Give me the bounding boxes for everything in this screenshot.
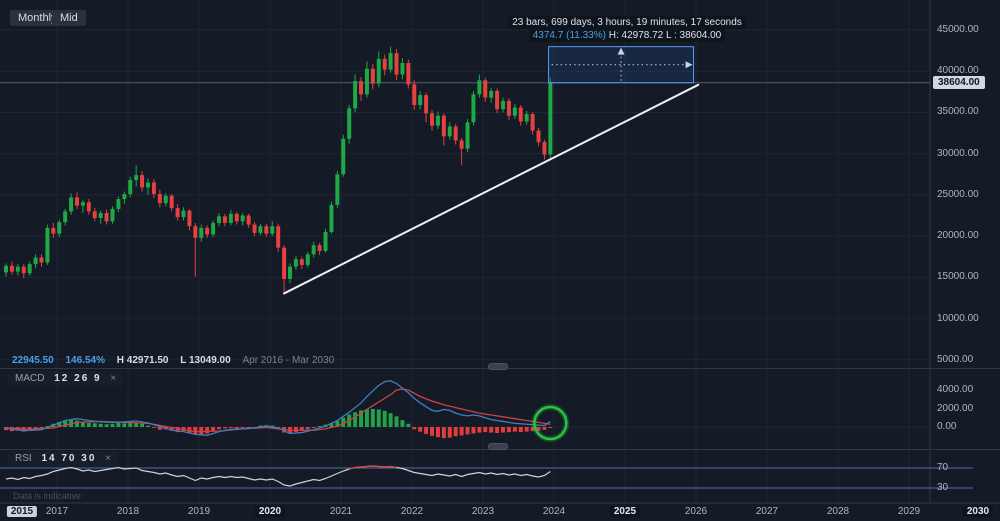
macd-name: MACD	[15, 373, 45, 384]
price-axis-label: 4000.00	[937, 384, 974, 395]
price-axis-label: 15000.00	[937, 271, 979, 283]
price-axis-label: 25000.00	[937, 188, 979, 200]
macd-pane-resize-handle[interactable]	[488, 363, 508, 370]
price-axis-label: 30	[937, 482, 949, 493]
price-axis-label: 45000.00	[937, 24, 979, 35]
time-axis-label: 2023	[471, 506, 495, 517]
measure-change-value: 4374.7 (11.33%)	[532, 30, 606, 41]
measure-tooltip: 23 bars, 699 days, 3 hours, 19 minutes, …	[492, 16, 762, 42]
rsi-indicator-label[interactable]: RSI 14 70 30 ×	[8, 451, 119, 466]
time-axis-label: 2028	[826, 506, 850, 517]
macd-indicator-label[interactable]: MACD 12 26 9 ×	[8, 371, 124, 386]
price-axis-label: 20000.00	[937, 230, 979, 242]
time-axis-label: 2026	[684, 506, 708, 517]
time-axis-label: 2017	[45, 506, 69, 517]
time-axis-label: 2029	[897, 506, 921, 517]
legend-value: 22945.50	[12, 355, 54, 366]
time-axis-label: 2021	[329, 506, 353, 517]
price-axis-label: 2000.00	[937, 402, 974, 414]
time-axis-label: 2018	[116, 506, 140, 517]
time-axis-label: 2027	[755, 506, 779, 517]
symbol-legend: 22945.50 146.54% H 42971.50 L 13049.00 A…	[12, 355, 343, 366]
legend-date-range: Apr 2016 - Mar 2030	[242, 355, 335, 366]
time-axis-label: 2030	[962, 506, 994, 517]
legend-change-pct: 146.54%	[65, 355, 105, 366]
price-axis-label: 70	[937, 462, 949, 473]
legend-high: H 42971.50	[116, 355, 169, 366]
time-axis-label: 2015	[6, 506, 38, 517]
measure-tooltip-duration: 23 bars, 699 days, 3 hours, 19 minutes, …	[508, 16, 746, 29]
last-price-label: 38604.00	[933, 75, 985, 89]
price-axis-label: 10000.00	[937, 312, 979, 324]
time-axis-label: 2022	[400, 506, 424, 517]
price-axis-label: 35000.00	[937, 106, 979, 118]
macd-close-icon[interactable]: ×	[110, 373, 117, 384]
time-axis-label: 2020	[254, 506, 286, 517]
rsi-close-icon[interactable]: ×	[105, 453, 112, 464]
price-axis-label: 5000.00	[937, 353, 974, 365]
rsi-pane-resize-handle[interactable]	[488, 443, 508, 450]
time-axis-label: 2024	[542, 506, 566, 517]
macd-params: 12 26 9	[54, 373, 102, 384]
time-axis-label: 2025	[609, 506, 641, 517]
measure-high-low: H: 42978.72 L : 38604.00	[608, 30, 722, 41]
rsi-params: 14 70 30	[41, 453, 97, 464]
time-axis-label: 2019	[187, 506, 211, 517]
rsi-name: RSI	[15, 453, 32, 464]
mid-button[interactable]: Mid	[52, 10, 86, 26]
data-indicative-watermark: Data is indicative	[13, 491, 82, 501]
interval-button[interactable]: Monthly	[10, 10, 65, 26]
price-axis-label: 30000.00	[937, 147, 979, 159]
legend-low: L 13049.00	[180, 355, 231, 366]
price-axis-label: 0.00	[937, 421, 957, 432]
price-axis-label: 40000.00	[937, 65, 979, 77]
